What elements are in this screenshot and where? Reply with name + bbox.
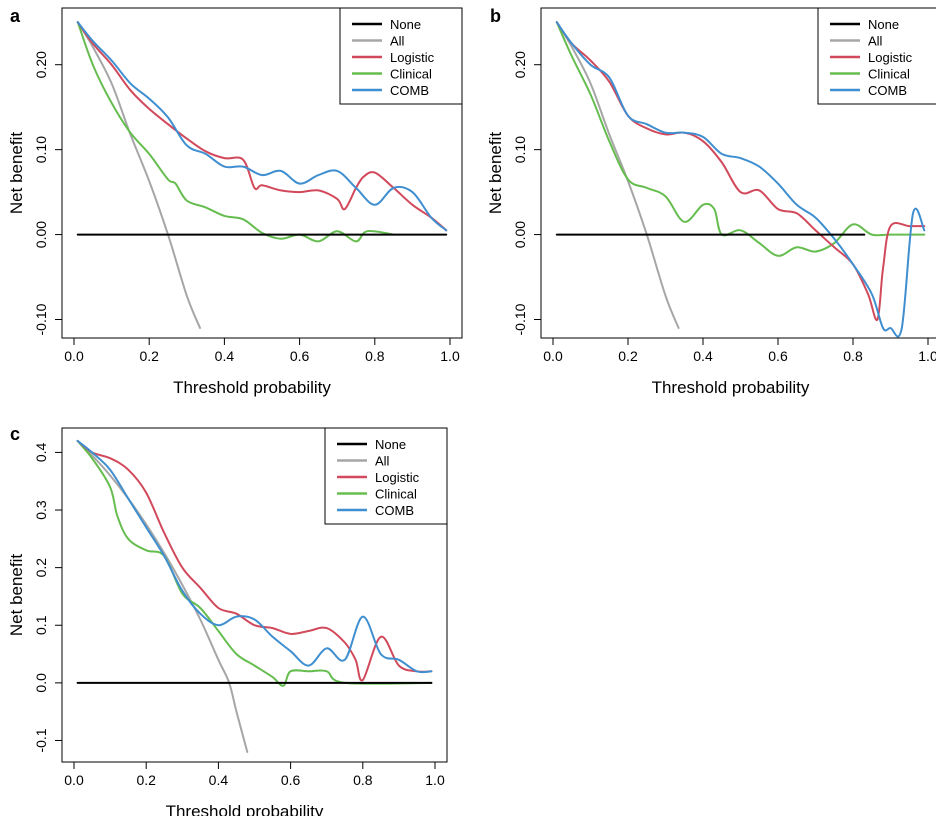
y-tick-label: 0.2 — [33, 558, 49, 578]
legend-label: COMB — [375, 503, 414, 518]
legend-label: All — [868, 34, 883, 49]
series-line-comb — [76, 21, 448, 232]
x-axis-title: Threshold probability — [173, 378, 331, 397]
plot-frame — [61, 427, 448, 763]
x-tick-label: 0.2 — [618, 348, 638, 364]
legend-label: Clinical — [868, 67, 910, 82]
y-tick-label: 0.20 — [512, 51, 528, 78]
legend-label: None — [390, 17, 421, 32]
legend-label: COMB — [390, 83, 429, 98]
series-line-clinical — [76, 439, 433, 687]
x-tick-label: 0.4 — [215, 348, 235, 364]
y-tick-label: -0.1 — [33, 728, 49, 752]
y-tick-label: 0.20 — [33, 51, 49, 78]
y-tick-label: 0.0 — [33, 673, 49, 693]
x-tick-label: 0.0 — [64, 772, 84, 788]
y-tick-label: 0.10 — [33, 136, 49, 163]
legend-label: Clinical — [390, 67, 432, 82]
series-line-all — [555, 21, 680, 329]
y-tick-label: 0.00 — [512, 221, 528, 248]
y-axis-title: Net benefit — [486, 132, 505, 214]
legend-label: All — [375, 454, 390, 469]
legend-label: Logistic — [375, 470, 420, 485]
x-tick-label: 0.2 — [139, 348, 159, 364]
series-line-logistic — [76, 21, 448, 232]
x-tick-label: 0.2 — [136, 772, 156, 788]
legend-label: Logistic — [390, 50, 435, 65]
x-tick-label: 0.4 — [209, 772, 229, 788]
plot-frame — [540, 7, 936, 339]
x-tick-label: 0.8 — [365, 348, 385, 364]
x-tick-label: 0.8 — [843, 348, 863, 364]
legend-label: Clinical — [375, 487, 417, 502]
x-tick-label: 0.6 — [290, 348, 310, 364]
legend-label: None — [868, 17, 899, 32]
plot-frame — [61, 7, 463, 339]
legend-label: None — [375, 437, 406, 452]
series-line-all — [76, 439, 249, 753]
series-line-comb — [555, 21, 926, 338]
x-tick-label: 0.6 — [768, 348, 788, 364]
x-tick-label: 1.0 — [918, 348, 936, 364]
legend-label: Logistic — [868, 50, 913, 65]
x-axis-title: Threshold probability — [652, 378, 810, 397]
legend-label: All — [390, 34, 405, 49]
panel-label: b — [490, 6, 501, 26]
x-tick-label: 0.0 — [64, 348, 84, 364]
series-line-clinical — [76, 21, 395, 243]
panel-c: c 0.0 0.2 0.4 0.6 0.8 1.0 -0.1 0.0 0.1 0.2 0.3 0.4 Th… — [7, 424, 448, 816]
y-axis-title: Net benefit — [7, 132, 26, 214]
y-tick-label: 0.3 — [33, 500, 49, 520]
series-line-comb — [76, 439, 433, 674]
series-line-all — [76, 21, 201, 329]
y-tick-label: 0.1 — [33, 615, 49, 635]
panel-b: b 0.0 0.2 0.4 0.6 0.8 1.0 -0.10 0.00 0.10 0.20 Thre… — [486, 6, 936, 397]
x-tick-label: 0.6 — [281, 772, 301, 788]
x-tick-label: 1.0 — [425, 772, 445, 788]
x-tick-label: 1.0 — [440, 348, 460, 364]
y-axis-title: Net benefit — [7, 554, 26, 636]
y-tick-label: -0.10 — [512, 303, 528, 335]
y-tick-label: 0.00 — [33, 221, 49, 248]
panel-a: a 0.0 0.2 0.4 0.6 0.8 1.0 -0.10 0.00 0.10 0.20 Thre… — [7, 6, 463, 397]
panel-label: a — [10, 6, 21, 26]
x-tick-label: 0.8 — [353, 772, 373, 788]
legend-label: COMB — [868, 83, 907, 98]
y-tick-label: 0.10 — [512, 136, 528, 163]
y-tick-label: 0.4 — [33, 442, 49, 462]
panel-label: c — [10, 424, 20, 444]
x-tick-label: 0.0 — [543, 348, 563, 364]
y-tick-label: -0.10 — [33, 303, 49, 335]
x-tick-label: 0.4 — [693, 348, 713, 364]
x-axis-title: Threshold probability — [166, 802, 324, 816]
